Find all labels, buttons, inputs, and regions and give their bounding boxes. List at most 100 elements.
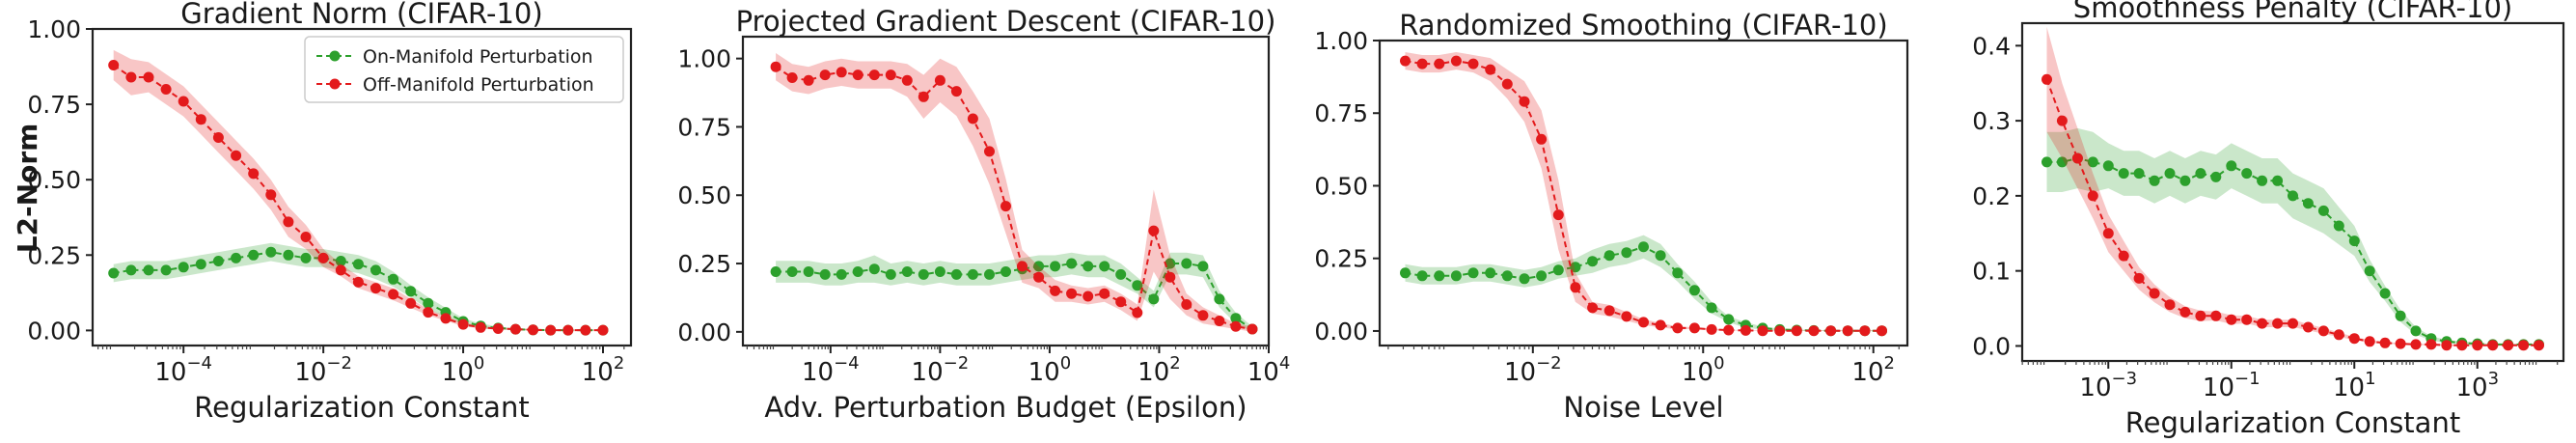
- data-point-off-manifold-perturbation: [492, 323, 504, 334]
- data-point-off-manifold-perturbation: [2425, 339, 2437, 350]
- data-point-off-manifold-perturbation: [984, 146, 995, 157]
- x-tick-base: 10: [1682, 358, 1713, 387]
- data-point-off-manifold-perturbation: [2503, 340, 2514, 351]
- data-point-on-manifold-perturbation: [2179, 175, 2191, 186]
- data-point-on-manifold-perturbation: [1450, 270, 1462, 282]
- data-point-on-manifold-perturbation: [967, 268, 978, 280]
- data-point-on-manifold-perturbation: [195, 259, 206, 270]
- data-point-off-manifold-perturbation: [2487, 340, 2499, 351]
- data-point-off-manifold-perturbation: [2210, 310, 2222, 321]
- data-point-off-manifold-perturbation: [212, 132, 224, 143]
- data-point-off-manifold-perturbation: [1000, 201, 1011, 212]
- data-point-off-manifold-perturbation: [143, 71, 154, 83]
- data-point-off-manifold-perturbation: [1400, 55, 1411, 67]
- x-tick-exponent: −2: [944, 353, 970, 374]
- data-point-on-manifold-perturbation: [1066, 258, 1078, 269]
- x-tick-base: 10: [1137, 358, 1169, 387]
- data-point-on-manifold-perturbation: [2410, 325, 2422, 337]
- data-point-off-manifold-perturbation: [2195, 310, 2206, 321]
- data-point-off-manifold-perturbation: [2348, 333, 2360, 345]
- data-point-on-manifold-perturbation: [1672, 267, 1684, 279]
- y-tick-label: 0.75: [677, 113, 731, 141]
- x-tick-exponent: −1: [2234, 369, 2261, 389]
- data-point-off-manifold-perturbation: [125, 71, 137, 83]
- data-point-on-manifold-perturbation: [265, 246, 277, 258]
- data-point-off-manifold-perturbation: [1148, 225, 1160, 236]
- data-point-on-manifold-perturbation: [1485, 267, 1496, 279]
- data-point-off-manifold-perturbation: [509, 323, 521, 335]
- data-point-off-manifold-perturbation: [1082, 291, 1094, 302]
- data-point-off-manifold-perturbation: [1774, 325, 1786, 337]
- data-point-off-manifold-perturbation: [836, 67, 847, 78]
- x-tick-exponent: −4: [186, 353, 212, 374]
- data-point-on-manifold-perturbation: [2133, 168, 2145, 180]
- data-point-on-manifold-perturbation: [370, 264, 381, 276]
- axes-frame: [1378, 39, 1909, 347]
- data-point-off-manifold-perturbation: [1017, 261, 1028, 272]
- x-tick-base: 10: [1504, 358, 1536, 387]
- data-point-on-manifold-perturbation: [786, 266, 798, 277]
- data-point-off-manifold-perturbation: [265, 189, 277, 201]
- data-point-on-manifold-perturbation: [231, 252, 242, 263]
- data-point-on-manifold-perturbation: [2272, 175, 2284, 186]
- data-point-off-manifold-perturbation: [405, 297, 417, 309]
- data-point-on-manifold-perturbation: [2149, 175, 2160, 186]
- data-point-off-manifold-perturbation: [2164, 299, 2176, 311]
- data-point-off-manifold-perturbation: [1181, 299, 1192, 310]
- data-point-off-manifold-perturbation: [1450, 55, 1462, 67]
- data-point-on-manifold-perturbation: [918, 268, 929, 280]
- data-point-off-manifold-perturbation: [300, 232, 312, 242]
- data-point-off-manifold-perturbation: [1485, 64, 1496, 75]
- x-tick-base: 10: [2203, 374, 2234, 402]
- data-point-off-manifold-perturbation: [1842, 325, 1853, 337]
- data-point-off-manifold-perturbation: [195, 114, 206, 125]
- data-point-on-manifold-perturbation: [2364, 265, 2375, 277]
- data-point-on-manifold-perturbation: [388, 273, 399, 285]
- data-point-off-manifold-perturbation: [1791, 325, 1802, 337]
- x-tick-base: 10: [1247, 358, 1279, 387]
- y-tick-label: 0.00: [677, 318, 731, 346]
- x-tick-label: 10−2: [912, 353, 970, 387]
- x-tick-base: 10: [802, 358, 834, 387]
- chart-title: Randomized Smoothing (CIFAR-10): [1399, 9, 1887, 42]
- data-point-off-manifold-perturbation: [1552, 209, 1564, 221]
- x-tick-base: 10: [2455, 374, 2487, 402]
- data-point-on-manifold-perturbation: [819, 268, 831, 280]
- data-point-on-manifold-perturbation: [2395, 310, 2406, 321]
- data-point-off-manifold-perturbation: [545, 324, 557, 336]
- data-point-off-manifold-perturbation: [2118, 250, 2129, 262]
- x-tick-base: 10: [1028, 358, 1060, 387]
- data-point-off-manifold-perturbation: [283, 216, 294, 228]
- x-tick-exponent: 2: [1884, 353, 1895, 374]
- data-point-off-manifold-perturbation: [885, 69, 896, 81]
- y-tick-label: 0.3: [1972, 107, 2011, 135]
- data-point-off-manifold-perturbation: [528, 324, 538, 336]
- x-tick-label: 100: [1682, 353, 1725, 387]
- data-point-off-manifold-perturbation: [2272, 318, 2284, 329]
- axes-frame: [2020, 21, 2565, 363]
- x-tick-label: 10−2: [294, 353, 352, 387]
- data-point-off-manifold-perturbation: [934, 74, 945, 86]
- x-tick-exponent: 2: [1169, 353, 1180, 374]
- data-point-on-manifold-perturbation: [1434, 270, 1445, 282]
- series-line-off-manifold-perturbation: [113, 64, 603, 332]
- data-point-on-manifold-perturbation: [934, 266, 945, 277]
- data-point-off-manifold-perturbation: [370, 283, 381, 294]
- figure-ylabel: L2-Norm: [12, 124, 43, 254]
- data-point-on-manifold-perturbation: [178, 262, 189, 273]
- data-point-off-manifold-perturbation: [1165, 271, 1176, 283]
- data-point-off-manifold-perturbation: [457, 318, 469, 330]
- data-point-off-manifold-perturbation: [1230, 320, 1242, 332]
- x-tick-exponent: −2: [1536, 353, 1562, 374]
- data-point-off-manifold-perturbation: [950, 86, 962, 97]
- data-point-on-manifold-perturbation: [283, 249, 294, 261]
- data-point-off-manifold-perturbation: [1859, 325, 1871, 337]
- data-point-on-manifold-perturbation: [1655, 250, 1666, 262]
- data-point-on-manifold-perturbation: [901, 266, 913, 277]
- data-point-off-manifold-perturbation: [901, 74, 913, 86]
- data-point-on-manifold-perturbation: [335, 256, 346, 266]
